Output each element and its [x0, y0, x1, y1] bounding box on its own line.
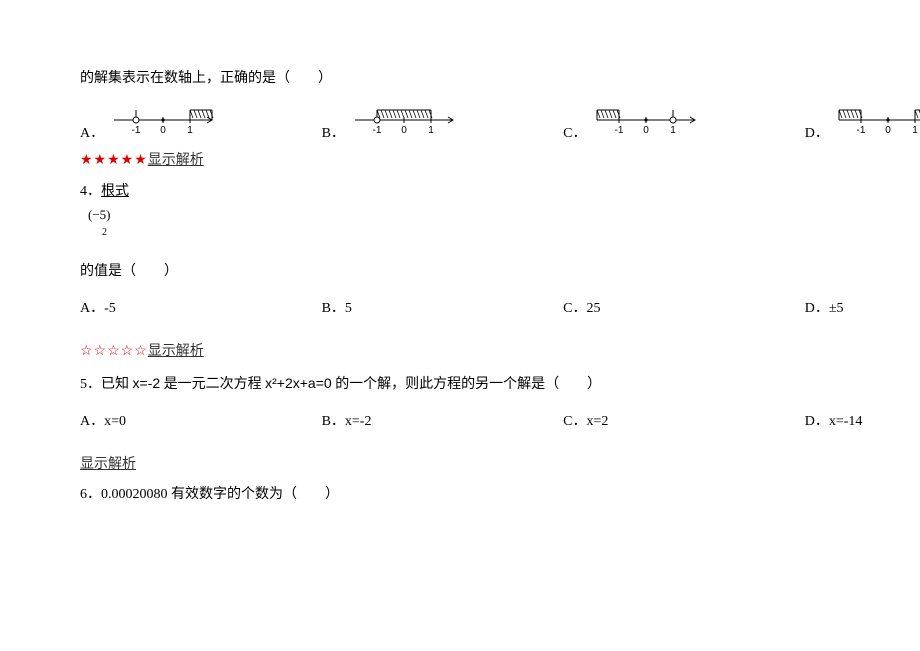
q3-option-A-figure: -1 0 1: [108, 98, 218, 142]
svg-text:0: 0: [885, 125, 891, 136]
q5-stem: 5．已知 x=-2 是一元二次方程 x²+2x+a=0 的一个解，则此方程的另一…: [80, 372, 920, 396]
q4-number: 4．: [80, 184, 101, 199]
q4-rating-row: ☆☆☆☆☆显示解析: [80, 341, 920, 363]
q4-topic-link[interactable]: 根式: [101, 184, 129, 199]
svg-text:1: 1: [428, 125, 434, 136]
q3-option-C-label: C．: [563, 122, 586, 142]
q5row-option-D[interactable]: D．x=-14: [805, 404, 920, 436]
q6-stem: 6．0.00020080 有效数字的个数为（ ）: [80, 484, 920, 506]
q5-stem-b2: x²+2x+a=0: [265, 375, 332, 391]
q4-stem-tail: 的值是（ ）: [80, 261, 920, 283]
q5row-option-D-label: D．x=-14: [805, 410, 863, 430]
q3-option-C-figure: -1 0 1: [591, 98, 701, 142]
svg-text:0: 0: [643, 125, 649, 136]
q3-rating-row: ★★★★★显示解析: [80, 150, 920, 172]
numberline-icon: -1 0 1: [108, 98, 218, 142]
numberline-icon: -1 0 1: [349, 98, 459, 142]
q4row-option-B-label: B．5: [322, 297, 352, 317]
q4-header: 4．根式: [80, 181, 920, 203]
svg-text:-1: -1: [856, 125, 865, 136]
svg-text:-1: -1: [372, 125, 381, 136]
q3-stars: ★★★★★: [80, 153, 148, 168]
q3-show-analysis-link[interactable]: 显示解析: [148, 153, 204, 168]
svg-text:0: 0: [160, 125, 166, 136]
q5-show-analysis-link[interactable]: 显示解析: [80, 457, 136, 472]
q4row-option-C[interactable]: C．25: [563, 291, 805, 323]
svg-text:-1: -1: [614, 125, 623, 136]
q5row-option-C[interactable]: C．x=2: [563, 404, 805, 436]
q4row-option-B[interactable]: B．5: [322, 291, 564, 323]
svg-text:1: 1: [670, 125, 676, 136]
q5row-option-B-label: B．x=-2: [322, 410, 372, 430]
q3-option-B-figure: -1 0 1: [349, 98, 459, 142]
q5row-option-B[interactable]: B．x=-2: [322, 404, 564, 436]
q3-option-B-label: B．: [322, 122, 345, 142]
svg-text:0: 0: [401, 125, 407, 136]
q3-option-D-figure: -1 0 1: [833, 98, 920, 142]
numberline-icon: -1 0 1: [591, 98, 701, 142]
numberline-icon: -1 0 1: [833, 98, 920, 142]
q5-stem-b1: x=-2: [133, 375, 161, 391]
q3-option-A-label: A．: [80, 122, 104, 142]
q3-option-D[interactable]: D． -1 0 1: [805, 98, 920, 142]
svg-text:-1: -1: [132, 125, 141, 136]
q3-option-B[interactable]: B． -1 0 1: [322, 98, 564, 142]
svg-text:1: 1: [187, 125, 193, 136]
q5-stem-pre: 5．已知: [80, 377, 129, 392]
q3-option-C[interactable]: C． -1 0 1: [563, 98, 805, 142]
q4-expression: (−5) 2: [88, 207, 920, 239]
q4-expr-top: (−5): [88, 207, 920, 223]
q4row-option-C-label: C．25: [563, 297, 600, 317]
q5-stem-mid: 是一元二次方程: [164, 377, 262, 392]
q3-option-A[interactable]: A． -1 0 1: [80, 98, 322, 142]
q4row-option-A-label: A．-5: [80, 297, 116, 317]
q5-rating-row: 显示解析: [80, 454, 920, 476]
q5row-option-A[interactable]: A．x=0: [80, 404, 322, 436]
q4row-option-D[interactable]: D．±5: [805, 291, 920, 323]
q3-stem: 的解集表示在数轴上，正确的是（ ）: [80, 68, 920, 90]
q3-options-row: A． -1 0 1 B． -1 0 1 C． -1 0 1 D． -1 0 1: [80, 98, 920, 142]
q3-option-D-label: D．: [805, 122, 829, 142]
q5row-option-A-label: A．x=0: [80, 410, 126, 430]
q4-show-analysis-link[interactable]: 显示解析: [148, 344, 204, 359]
q5row-option-C-label: C．x=2: [563, 410, 608, 430]
q4row-option-D-label: D．±5: [805, 297, 844, 317]
q4row-option-A[interactable]: A．-5: [80, 291, 322, 323]
q4-stars: ☆☆☆☆☆: [80, 344, 148, 359]
q4-expr-sub: 2: [102, 227, 920, 239]
q5-stem-post: 的一个解，则此方程的另一个解是（ ）: [335, 377, 601, 392]
svg-text:1: 1: [912, 125, 918, 136]
q5-options-row: A．x=0 B．x=-2 C．x=2 D．x=-14: [80, 404, 920, 436]
q4-options-row: A．-5 B．5 C．25 D．±5: [80, 291, 920, 323]
